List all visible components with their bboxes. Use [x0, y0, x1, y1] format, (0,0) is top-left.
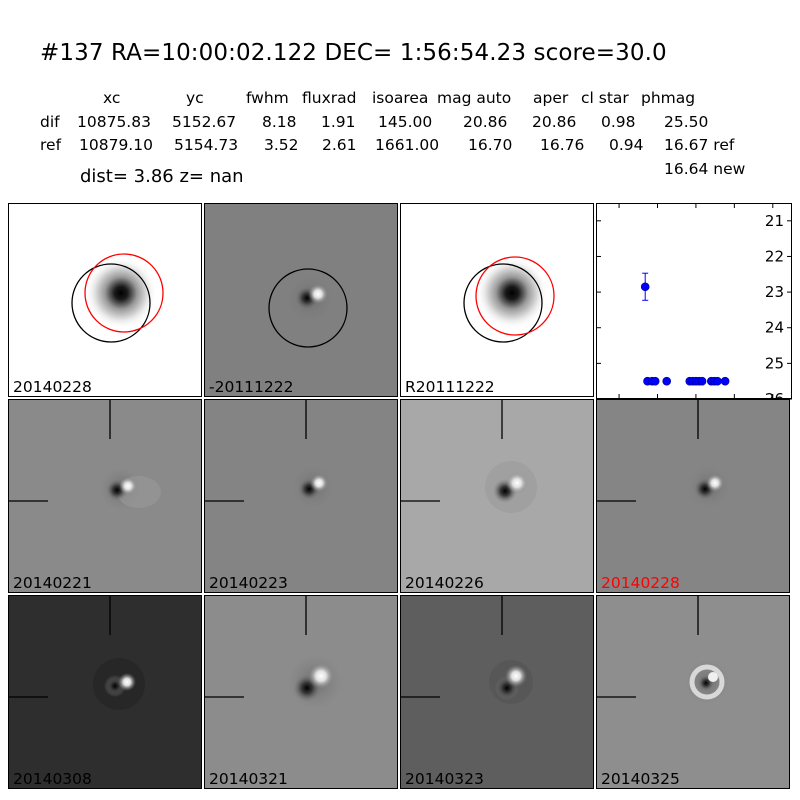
y-tick-label: 22: [765, 247, 784, 265]
col-header-isoarea: isoarea: [372, 89, 429, 107]
ref-yc: 5154.73: [174, 136, 239, 154]
stamp-epoch: 20140223: [204, 399, 398, 593]
stamp-label: 20140228: [13, 378, 92, 396]
dif-cl-star: 0.98: [601, 113, 636, 131]
col-header-fwhm: fwhm: [246, 89, 289, 107]
col-header-cl-star: cl star: [581, 89, 629, 107]
y-tick-label: 25: [765, 354, 784, 372]
stamp-difference-image: -20111222: [204, 203, 398, 397]
phmag-new: 16.64 new: [664, 160, 746, 178]
data-point: [720, 376, 730, 386]
dif-xc: 10875.83: [77, 113, 151, 131]
y-tick-label: 24: [765, 319, 784, 337]
col-header-aper: aper: [533, 89, 569, 107]
y-tick-label: 23: [765, 283, 784, 301]
stamp-label: 20140223: [209, 574, 288, 592]
col-header-xc: xc: [103, 89, 121, 107]
ref-cl-star: 0.94: [609, 136, 644, 154]
stamp-label: 20140221: [13, 574, 92, 592]
data-point: [650, 376, 660, 386]
ref-isoarea: 1661.00: [375, 136, 440, 154]
ref-aper: 16.76: [540, 136, 585, 154]
page-title: #137 RA=10:00:02.122 DEC= 1:56:54.23 sco…: [40, 40, 667, 66]
dist-z-readout: dist= 3.86 z= nan: [80, 166, 244, 187]
stamp-epoch: 20140308: [8, 595, 202, 789]
stamp-epoch: 20140221: [8, 399, 202, 593]
stamp-epoch: 20140325: [596, 595, 790, 789]
col-header-fluxrad: fluxrad: [302, 89, 357, 107]
stamp-epoch-current: 20140228: [596, 399, 790, 593]
light-curve-plot: 212223242526−100−50050100: [596, 203, 792, 419]
stamp-new-image: 20140228: [8, 203, 202, 397]
ref-fluxrad: 2.61: [322, 136, 357, 154]
stamp-label: R20111222: [405, 378, 495, 396]
stamp-label-current: 20140228: [601, 574, 680, 592]
stamp-epoch: 20140323: [400, 595, 594, 789]
stamp-label: 20140325: [601, 770, 680, 788]
stamp-label: 20140321: [209, 770, 288, 788]
col-header-phmag: phmag: [641, 89, 696, 107]
stamp-epoch: 20140226: [400, 399, 594, 593]
stamp-reference-image: R20111222: [400, 203, 594, 397]
row-label-ref: ref: [40, 136, 62, 154]
dif-fwhm: 8.18: [262, 113, 297, 131]
dif-isoarea: 145.00: [378, 113, 433, 131]
data-point: [640, 282, 650, 292]
data-point: [697, 376, 707, 386]
ref-xc: 10879.10: [79, 136, 153, 154]
stamp-label: 20140308: [13, 770, 92, 788]
col-header-mag-auto: mag auto: [437, 89, 512, 107]
col-header-yc: yc: [186, 89, 204, 107]
data-point: [662, 376, 672, 386]
dif-mag-auto: 20.86: [463, 113, 508, 131]
ref-phmag: 16.67 ref: [664, 136, 735, 154]
ref-fwhm: 3.52: [264, 136, 299, 154]
ref-mag-auto: 16.70: [468, 136, 513, 154]
stamp-label: 20140226: [405, 574, 484, 592]
dif-phmag: 25.50: [664, 113, 709, 131]
dif-aper: 20.86: [532, 113, 577, 131]
dif-yc: 5152.67: [172, 113, 237, 131]
y-tick-label: 21: [765, 212, 784, 230]
data-point: [713, 376, 722, 386]
stamp-label: -20111222: [209, 378, 294, 396]
row-label-dif: dif: [40, 113, 60, 131]
dif-fluxrad: 1.91: [321, 113, 356, 131]
stamp-label: 20140323: [405, 770, 484, 788]
stamp-epoch: 20140321: [204, 595, 398, 789]
